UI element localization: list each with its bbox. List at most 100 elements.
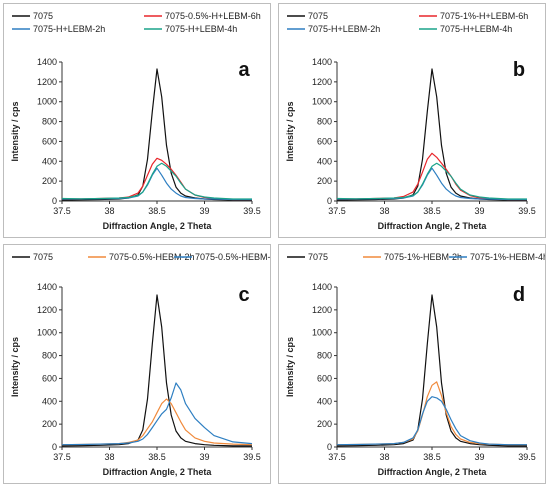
y-tick-label: 800 — [317, 117, 332, 127]
series-line — [336, 68, 527, 201]
y-tick-label: 0 — [327, 196, 332, 206]
x-tick-label: 39.5 — [518, 452, 536, 462]
chart-panel-d: 7075 7075-1%-HEBM-2h 7075-1%-HEBM-4h 0 200 40… — [278, 244, 546, 484]
x-tick-label: 38 — [379, 206, 389, 216]
series-line — [336, 294, 527, 447]
x-tick-label: 38.5 — [148, 206, 166, 216]
y-tick-label: 200 — [317, 419, 332, 429]
y-tick-label: 400 — [42, 396, 57, 406]
x-axis-title: Diffraction Angle, 2 Theta — [378, 467, 488, 477]
x-axis-title: Diffraction Angle, 2 Theta — [378, 221, 488, 231]
legend-label: 7075 — [33, 252, 53, 262]
series-line — [61, 398, 253, 446]
y-tick-label: 800 — [42, 351, 57, 361]
x-tick-label: 39.5 — [243, 452, 261, 462]
series-line — [337, 152, 527, 201]
legend-label: 7075-1%-HEBM-4h — [470, 252, 545, 262]
legend-label: 7075 — [33, 11, 53, 21]
x-tick-label: 38.5 — [423, 206, 441, 216]
panel-letter: c — [238, 284, 249, 306]
series-line — [336, 381, 527, 446]
x-tick-label: 37.5 — [328, 206, 346, 216]
y-tick-label: 1000 — [312, 328, 332, 338]
legend-label: 7075-1%-H+LEBM-6h — [440, 11, 528, 21]
series-line — [336, 396, 527, 446]
y-tick-label: 800 — [317, 351, 332, 361]
y-tick-label: 800 — [42, 117, 57, 127]
legend-label: 7075-H+LEBM-2h — [33, 24, 105, 34]
y-tick-label: 200 — [317, 176, 332, 186]
y-tick-label: 1200 — [37, 77, 57, 87]
x-tick-label: 38 — [104, 452, 114, 462]
chart-svg-b: 7075 7075-1%-H+LEBM-6h 7075-H+LEBM-2h 7075-… — [285, 11, 536, 231]
legend-label: 7075-H+LEBM-4h — [440, 24, 512, 34]
legend-label: 7075-1%-HEBM-2h — [384, 252, 462, 262]
y-tick-label: 1000 — [312, 97, 332, 107]
y-tick-label: 0 — [52, 442, 57, 452]
series-line — [336, 162, 527, 200]
panel-letter: d — [513, 284, 525, 306]
series-line — [61, 162, 252, 200]
x-tick-label: 39 — [474, 452, 484, 462]
legend-label: 7075 — [308, 11, 328, 21]
y-tick-label: 400 — [317, 396, 332, 406]
y-axis-title: Intensity / cps — [10, 337, 20, 397]
y-tick-label: 1400 — [37, 57, 57, 67]
y-tick-label: 600 — [317, 136, 332, 146]
y-tick-label: 1200 — [312, 77, 332, 87]
y-tick-label: 1000 — [37, 328, 57, 338]
y-tick-label: 1200 — [37, 305, 57, 315]
x-tick-label: 39 — [199, 452, 209, 462]
x-tick-label: 37.5 — [53, 452, 71, 462]
chart-panel-b: 7075 7075-1%-H+LEBM-6h 7075-H+LEBM-2h 7075-… — [278, 3, 546, 238]
x-tick-label: 37.5 — [328, 452, 346, 462]
y-tick-label: 200 — [42, 419, 57, 429]
x-axis-title: Diffraction Angle, 2 Theta — [103, 467, 213, 477]
x-tick-label: 37.5 — [53, 206, 71, 216]
series-line — [337, 167, 527, 201]
y-tick-label: 400 — [42, 156, 57, 166]
y-axis-title: Intensity / cps — [285, 337, 295, 397]
y-tick-label: 0 — [327, 442, 332, 452]
y-axis-title: Intensity / cps — [285, 101, 295, 161]
x-axis-title: Diffraction Angle, 2 Theta — [103, 221, 213, 231]
legend-label: 7075-H+LEBM-2h — [308, 24, 380, 34]
legend-label: 7075-0.5%-HEBM-2h — [109, 252, 195, 262]
x-tick-label: 39 — [199, 206, 209, 216]
y-tick-label: 200 — [42, 176, 57, 186]
series-line — [62, 167, 252, 201]
x-tick-label: 38 — [104, 206, 114, 216]
series-line — [61, 382, 253, 446]
x-tick-label: 39.5 — [518, 206, 536, 216]
y-tick-label: 400 — [317, 156, 332, 166]
y-tick-label: 1000 — [37, 97, 57, 107]
series-line — [61, 68, 252, 201]
y-tick-label: 1200 — [312, 305, 332, 315]
x-tick-label: 39.5 — [243, 206, 261, 216]
x-tick-label: 39 — [474, 206, 484, 216]
y-tick-label: 1400 — [37, 282, 57, 292]
chart-panel-a: 7075 7075-0.5%-H+LEBM-6h 7075-H+LEBM-2h 707… — [3, 3, 271, 238]
series-line — [62, 157, 252, 201]
y-tick-label: 1400 — [312, 57, 332, 67]
y-tick-label: 0 — [52, 196, 57, 206]
series-line — [61, 294, 252, 447]
chart-svg-a: 7075 7075-0.5%-H+LEBM-6h 7075-H+LEBM-2h 707… — [10, 11, 261, 231]
y-tick-label: 600 — [42, 136, 57, 146]
legend-label: 7075-H+LEBM-4h — [165, 24, 237, 34]
y-axis-title: Intensity / cps — [10, 101, 20, 161]
chart-svg-d: 7075 7075-1%-HEBM-2h 7075-1%-HEBM-4h 0 200 40… — [285, 252, 545, 477]
legend-label: 7075 — [308, 252, 328, 262]
x-tick-label: 38 — [379, 452, 389, 462]
x-tick-label: 38.5 — [423, 452, 441, 462]
legend-label: 7075-0.5%-H+LEBM-6h — [165, 11, 261, 21]
panel-letter: a — [238, 59, 250, 81]
y-tick-label: 1400 — [312, 282, 332, 292]
y-tick-label: 600 — [317, 373, 332, 383]
legend-label: 7075-0.5%-HEBM-4h — [195, 252, 270, 262]
panel-letter: b — [513, 59, 525, 81]
y-tick-label: 600 — [42, 373, 57, 383]
